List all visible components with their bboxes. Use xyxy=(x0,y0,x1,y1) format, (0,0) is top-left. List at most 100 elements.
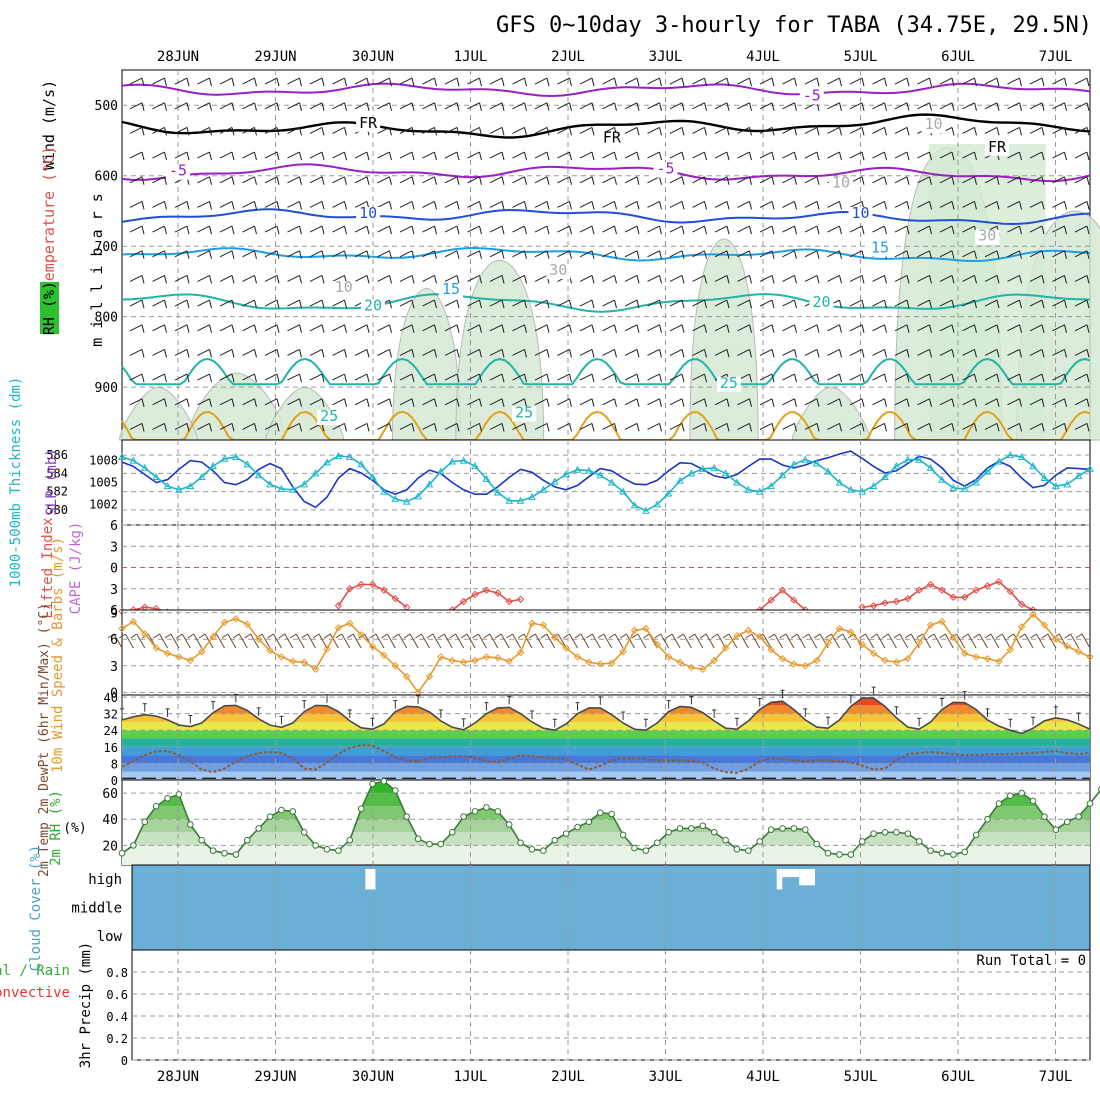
contour-label-bg xyxy=(653,162,678,178)
wind-barb-flag xyxy=(1064,349,1067,358)
wind10m-speed-line-point xyxy=(516,648,525,657)
wind-barb xyxy=(534,225,548,233)
wind10m-frame xyxy=(121,609,1091,696)
wind-barb-flag xyxy=(591,77,595,87)
rh2m-line-point xyxy=(1052,826,1060,833)
wind-barb xyxy=(669,299,683,307)
wind10m-barb-flag xyxy=(176,633,183,639)
wind-barb xyxy=(309,274,323,282)
wind-barb-flag xyxy=(974,102,977,111)
wind10m-barb xyxy=(660,633,670,649)
wind-barb xyxy=(399,324,413,332)
wind-barb-flag xyxy=(389,225,392,235)
temp2m-axis-label: 2m Temp 2m DewPt (6hr Min/Max) (°C) xyxy=(37,603,52,877)
wind-barb-flag xyxy=(1019,349,1022,358)
rh2m-line-point xyxy=(995,800,1003,807)
wind-barb xyxy=(827,250,840,258)
wind-barb xyxy=(152,126,165,134)
wind-barb-flag xyxy=(659,77,662,87)
wind-barb-flag xyxy=(254,102,257,111)
wind10m-speed-line-point xyxy=(733,631,741,640)
wind-barb xyxy=(309,151,323,159)
wind-barb xyxy=(984,373,998,381)
wind-barb xyxy=(939,102,953,110)
lifted-index-line-1-point xyxy=(961,593,969,601)
wind-barb-flag xyxy=(524,324,527,333)
contour-label: -5 xyxy=(169,162,187,180)
wind-barb-flag xyxy=(456,373,460,383)
wind-barb xyxy=(377,274,390,282)
wind-barb xyxy=(557,225,570,233)
wind-barb xyxy=(174,324,188,332)
wind-barb-flag xyxy=(366,324,370,333)
wind-barb-flag xyxy=(231,250,235,259)
wind-barb-flag xyxy=(771,250,775,259)
wind-barb-flag xyxy=(974,275,977,284)
rh2m-tick-label: 20 xyxy=(102,839,118,854)
wind-barb xyxy=(1029,398,1043,406)
isotherm--5-lower xyxy=(121,163,1091,183)
contour-label-bg xyxy=(166,164,190,180)
thickness-line-point xyxy=(858,487,867,495)
wind-barb-flag xyxy=(929,275,932,284)
wind-barb-flag xyxy=(614,275,617,284)
wind-barb xyxy=(1052,250,1065,258)
thickness-frame xyxy=(121,439,1091,526)
thickness-line-point xyxy=(277,484,286,492)
wind-barb-flag xyxy=(996,423,1000,432)
wind-barb xyxy=(804,422,818,430)
wind-barb xyxy=(759,422,773,430)
wind-barb xyxy=(129,102,143,110)
wind-barb xyxy=(872,348,885,356)
wind-barb xyxy=(917,373,930,381)
wind-barb-flag xyxy=(186,423,190,432)
wind-barb-flag xyxy=(141,225,145,235)
wind-barb xyxy=(174,77,188,85)
thickness-line-point xyxy=(471,462,479,470)
wind10m-barb xyxy=(250,633,260,649)
wind-barb xyxy=(647,324,660,332)
precip-total-rain-label: Total / Rain xyxy=(0,963,70,979)
wind10m-barb xyxy=(307,633,317,649)
wind-barb xyxy=(219,373,233,381)
wind-barb xyxy=(647,348,660,356)
date-label-bottom: 7JUL xyxy=(1039,1069,1073,1085)
wind-barb xyxy=(129,151,143,159)
rh2m-line-point xyxy=(813,840,820,848)
wind-barb xyxy=(1029,225,1043,233)
wind-barb-flag xyxy=(681,102,685,111)
wind-barb xyxy=(242,250,255,258)
wind-barb xyxy=(219,151,233,159)
wind-barb xyxy=(939,200,953,208)
wind-barb xyxy=(579,77,593,85)
rh-plume xyxy=(689,238,759,441)
wind-barb xyxy=(917,324,930,332)
rh2m-line-point xyxy=(847,851,855,858)
rh2m-line-point xyxy=(380,778,388,785)
rh2m-line-point xyxy=(300,829,308,836)
wind-barb xyxy=(489,422,503,430)
wind-barb-flag xyxy=(614,373,617,383)
rh2m-line-point xyxy=(460,813,467,820)
wind-axis-label: Wind (m/s) xyxy=(40,80,58,170)
wind-barb xyxy=(894,225,908,233)
wind-barb xyxy=(287,126,300,134)
bottom-date-axis: 28JUN 29JUN 30JUN 1JUL 2JUL 3JUL 4JUL 5JUL 6JUL 7… xyxy=(157,1069,1072,1085)
wind-barb-flag xyxy=(209,250,212,259)
thickness-line-point xyxy=(698,464,707,472)
wind-barb xyxy=(939,398,953,406)
wind-barb-flag xyxy=(321,299,325,309)
wind-barb-flag xyxy=(546,77,550,87)
wind-barb-flag xyxy=(704,127,707,136)
wind-barb-flag xyxy=(524,349,527,358)
wind10m-speed-line-point xyxy=(926,621,935,629)
thickness-line-point xyxy=(209,462,217,470)
wind-barb xyxy=(602,398,615,406)
wind-barb xyxy=(264,151,278,159)
wind-barb xyxy=(354,176,368,184)
wind-barb xyxy=(737,102,750,110)
wind-barb xyxy=(219,398,233,406)
wind-barb-flag xyxy=(546,250,550,259)
contour-label: -5 xyxy=(656,160,674,178)
